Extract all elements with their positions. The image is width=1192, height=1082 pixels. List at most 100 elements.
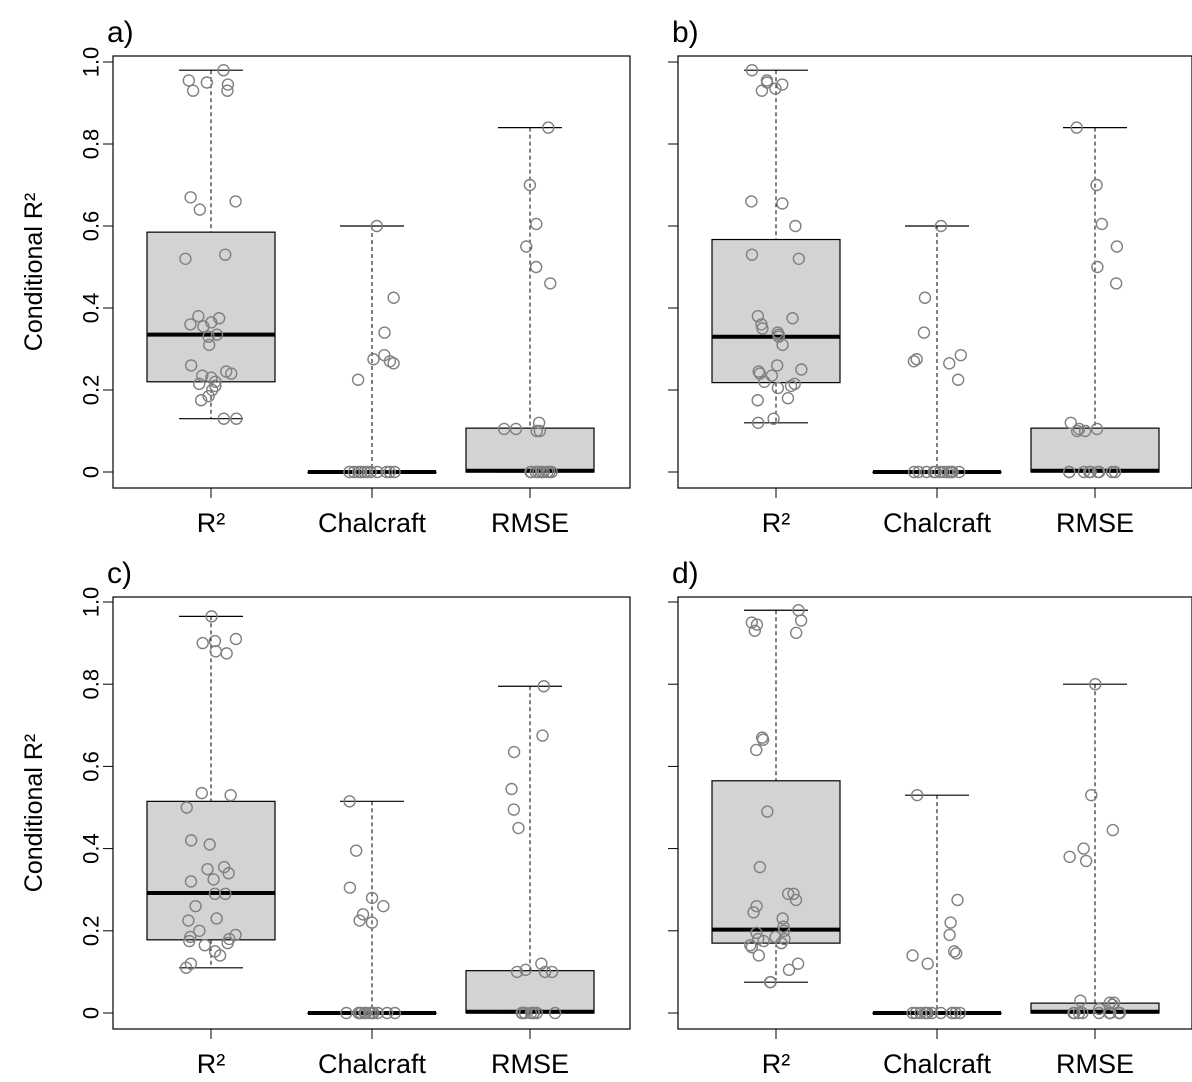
y-tick-label: 0.6 bbox=[79, 211, 104, 242]
data-point bbox=[196, 369, 209, 382]
data-point bbox=[952, 465, 966, 479]
data-point bbox=[229, 928, 242, 942]
data-point bbox=[530, 217, 543, 231]
data-point bbox=[1105, 465, 1119, 479]
x-tick-label: RMSE bbox=[1056, 508, 1134, 538]
box-group: Chalcraft bbox=[307, 795, 437, 1079]
data-point bbox=[750, 618, 764, 631]
data-point bbox=[221, 936, 234, 950]
data-point bbox=[380, 1006, 394, 1020]
y-tick-label: 0.2 bbox=[79, 375, 104, 406]
data-point bbox=[387, 357, 400, 370]
data-point bbox=[772, 330, 785, 343]
data-point bbox=[182, 914, 195, 927]
data-point bbox=[1092, 1006, 1106, 1020]
box-group: Chalcraft bbox=[872, 788, 1002, 1079]
data-point bbox=[207, 873, 220, 886]
data-point bbox=[548, 1006, 562, 1020]
y-tick-label: 1.0 bbox=[79, 587, 104, 618]
data-point bbox=[364, 465, 377, 479]
data-point bbox=[745, 63, 759, 77]
box-group: R² bbox=[146, 610, 276, 1079]
data-point bbox=[1091, 465, 1105, 479]
data-point bbox=[933, 465, 947, 479]
data-point bbox=[196, 636, 209, 650]
data-point bbox=[193, 924, 206, 937]
y-tick-label: 0 bbox=[79, 466, 104, 478]
data-point bbox=[356, 908, 370, 921]
data-point bbox=[510, 965, 524, 979]
data-point bbox=[745, 248, 759, 261]
data-point bbox=[750, 926, 763, 940]
data-point bbox=[917, 326, 931, 339]
data-point bbox=[1085, 788, 1098, 802]
box-group: Chalcraft bbox=[872, 219, 1002, 538]
data-point bbox=[221, 78, 235, 91]
data-point bbox=[750, 743, 763, 757]
data-point bbox=[520, 240, 533, 253]
data-point bbox=[217, 63, 230, 77]
data-point bbox=[530, 424, 543, 438]
plot-frame bbox=[677, 55, 1192, 489]
data-point bbox=[755, 84, 769, 97]
data-point bbox=[1063, 465, 1076, 479]
data-point bbox=[795, 363, 808, 376]
x-tick-label: Chalcraft bbox=[883, 1049, 992, 1079]
data-point bbox=[202, 338, 216, 352]
data-point bbox=[943, 928, 956, 942]
data-point bbox=[507, 745, 521, 759]
data-point bbox=[906, 1006, 919, 1020]
data-point bbox=[786, 312, 799, 325]
data-point bbox=[363, 1006, 376, 1020]
data-point bbox=[210, 912, 223, 925]
data-point bbox=[1071, 424, 1084, 438]
data-point bbox=[518, 1006, 532, 1020]
data-point bbox=[213, 949, 227, 962]
data-point bbox=[1113, 1006, 1127, 1020]
data-point bbox=[209, 379, 222, 393]
data-point bbox=[767, 412, 780, 425]
y-tick-label: 0.8 bbox=[79, 669, 104, 700]
data-point bbox=[359, 1006, 373, 1020]
data-point bbox=[789, 219, 802, 233]
panel-label: a) bbox=[107, 16, 134, 49]
panel-c: c) 0 0.2 0.4 0.6 0.8 1.0 Conditional R² R² Chalcr… bbox=[20, 557, 631, 1079]
data-point bbox=[221, 84, 234, 97]
data-point bbox=[351, 373, 365, 386]
data-point bbox=[179, 961, 193, 974]
data-point bbox=[770, 359, 784, 372]
data-point bbox=[365, 891, 379, 905]
data-point bbox=[951, 373, 965, 386]
data-point bbox=[387, 291, 400, 304]
data-point bbox=[1089, 678, 1102, 691]
data-point bbox=[791, 957, 805, 970]
data-point bbox=[947, 945, 961, 958]
data-point bbox=[371, 465, 384, 479]
data-point bbox=[756, 322, 769, 335]
data-point bbox=[219, 887, 232, 901]
data-point bbox=[918, 291, 932, 304]
data-point bbox=[542, 121, 555, 134]
data-point bbox=[360, 465, 374, 479]
data-point bbox=[943, 357, 956, 370]
data-point bbox=[530, 1006, 543, 1020]
data-point bbox=[769, 82, 782, 95]
y-axis-label: Conditional R² bbox=[20, 193, 48, 351]
data-point bbox=[197, 320, 210, 333]
data-point bbox=[545, 965, 559, 979]
panel-label: d) bbox=[672, 557, 699, 590]
data-point bbox=[209, 375, 222, 388]
data-point bbox=[343, 795, 356, 808]
data-point bbox=[1084, 465, 1097, 479]
panel-a: a) 0 0.2 0.4 0.6 0.8 1.0 Conditional R² R² Chalcr… bbox=[20, 16, 631, 538]
iqr-box bbox=[711, 780, 841, 944]
data-point bbox=[536, 729, 549, 742]
data-point bbox=[764, 975, 777, 989]
data-point bbox=[195, 786, 208, 800]
box-group: RMSE bbox=[1030, 121, 1160, 538]
data-point bbox=[340, 1006, 353, 1020]
data-point bbox=[194, 394, 208, 407]
data-point bbox=[751, 310, 765, 323]
data-point bbox=[1090, 422, 1104, 436]
